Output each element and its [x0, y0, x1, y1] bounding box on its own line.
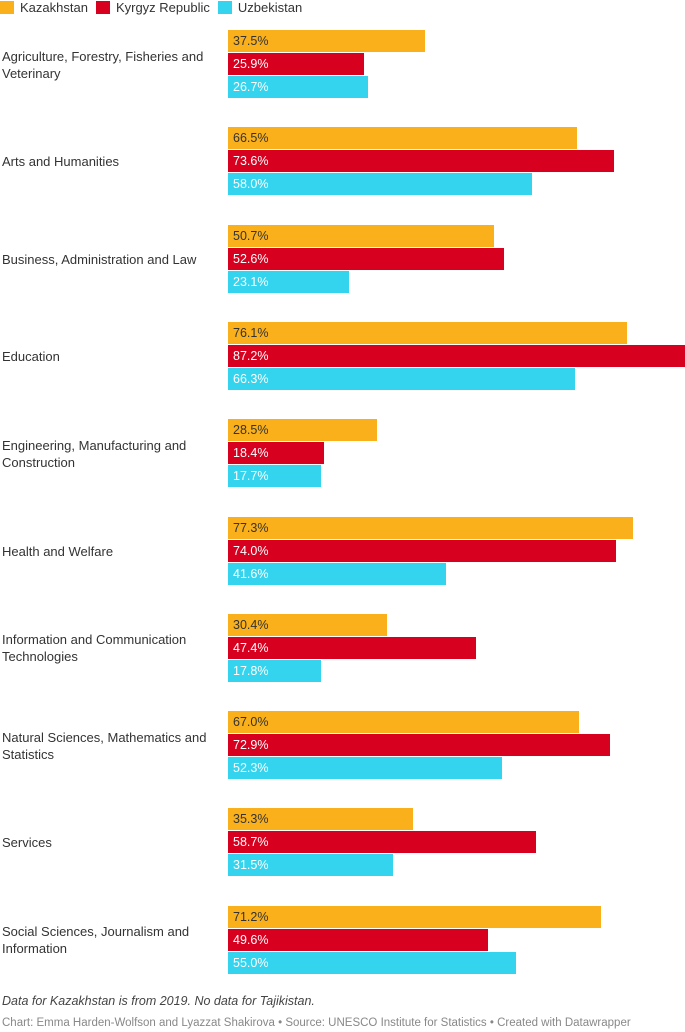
category-label: Information and Communication Technologi…: [2, 632, 187, 665]
bar: [228, 173, 532, 196]
legend-item-1: Kyrgyz Republic: [95, 0, 210, 15]
bar: [228, 30, 425, 52]
bar: [228, 711, 580, 734]
bar: [228, 951, 517, 974]
bar: [228, 928, 488, 951]
category-label: Agriculture, Forestry, Fisheries and Vet…: [2, 48, 204, 81]
bar-value-label: 49.6%: [233, 932, 269, 947]
category-label: Engineering, Manufacturing and Construct…: [2, 437, 187, 470]
chart-credit: Chart: Emma Harden-Wolfson and Lyazzat S…: [2, 1017, 631, 1029]
bar: [228, 53, 364, 75]
bar-value-label: 18.4%: [233, 446, 269, 461]
category-label: Social Sciences, Journalism and Informat…: [2, 924, 190, 957]
bar-value-label: 26.7%: [233, 80, 269, 94]
bar: [228, 808, 413, 831]
bar-value-label: 41.6%: [233, 566, 269, 581]
legend-item-2: Uzbekistan: [217, 0, 303, 15]
bar: [228, 321, 627, 344]
bar: [228, 757, 503, 780]
bar: [228, 150, 614, 173]
bar: [228, 76, 368, 98]
bar-value-label: 66.3%: [233, 371, 269, 386]
bar-value-label: 72.9%: [233, 738, 269, 753]
bar-value-label: 50.7%: [233, 228, 269, 243]
bar-value-label: 17.8%: [233, 663, 269, 678]
bar-value-label: 31.5%: [233, 858, 269, 873]
bar: [228, 831, 536, 854]
bar: [228, 905, 602, 928]
bar: [228, 854, 394, 877]
bar: [228, 224, 494, 247]
bar-value-label: 17.7%: [233, 469, 269, 484]
bar: [228, 465, 321, 488]
chart-legend: Kazakhstan Kyrgyz Republic Uzbekistan: [0, 0, 310, 15]
category-label: Services: [2, 835, 52, 851]
bar-chart: Agriculture, Forestry, Fisheries and Vet…: [2, 30, 685, 974]
bar: [228, 367, 576, 390]
category-label: Health and Welfare: [2, 543, 114, 559]
bar-value-label: 23.1%: [233, 274, 269, 289]
bar-value-label: 28.5%: [233, 423, 269, 438]
bar-value-label: 55.0%: [233, 955, 269, 970]
bar: [228, 344, 685, 367]
bar-value-label: 37.5%: [233, 34, 269, 48]
legend-label: Kazakhstan: [20, 0, 88, 15]
bar-value-label: 67.0%: [233, 715, 269, 730]
bar-value-label: 87.2%: [233, 348, 269, 363]
chart-footnote: Data for Kazakhstan is from 2019. No dat…: [2, 994, 315, 1008]
bar: [228, 734, 611, 757]
category-label: Education: [2, 348, 60, 364]
bar: [228, 539, 616, 562]
bar-value-label: 47.4%: [233, 640, 269, 655]
bar-value-label: 58.7%: [233, 835, 269, 850]
bar: [228, 442, 325, 465]
bar: [228, 516, 634, 539]
bar: [228, 659, 322, 682]
legend-swatch: [217, 0, 232, 14]
bar-value-label: 30.4%: [233, 617, 269, 632]
legend-label: Kyrgyz Republic: [115, 0, 210, 15]
bar-value-label: 35.3%: [233, 812, 269, 827]
bar-value-label: 52.6%: [233, 251, 269, 266]
legend-swatch: [95, 0, 110, 14]
bar-value-label: 52.3%: [233, 761, 269, 776]
bar-value-label: 25.9%: [233, 57, 269, 71]
bar-value-label: 76.1%: [233, 325, 269, 340]
legend-swatch: [0, 0, 14, 14]
category-label: Business, Administration and Law: [2, 251, 197, 267]
bar: [228, 613, 388, 636]
bar-value-label: 71.2%: [233, 909, 269, 924]
legend-item-0: Kazakhstan: [0, 0, 88, 15]
bar: [228, 247, 504, 270]
category-label: Natural Sciences, Mathematics and Statis…: [2, 729, 207, 762]
bar-value-label: 73.6%: [233, 154, 269, 169]
bar-value-label: 74.0%: [233, 543, 269, 558]
category-label: Arts and Humanities: [2, 154, 120, 170]
bar: [228, 419, 378, 442]
bar: [228, 270, 350, 293]
bar: [228, 636, 477, 659]
bar-value-label: 77.3%: [233, 520, 269, 535]
bar: [228, 127, 577, 150]
bar-value-label: 66.5%: [233, 131, 269, 146]
bar-value-label: 58.0%: [233, 177, 269, 192]
bar: [228, 562, 447, 585]
legend-label: Uzbekistan: [237, 0, 303, 15]
